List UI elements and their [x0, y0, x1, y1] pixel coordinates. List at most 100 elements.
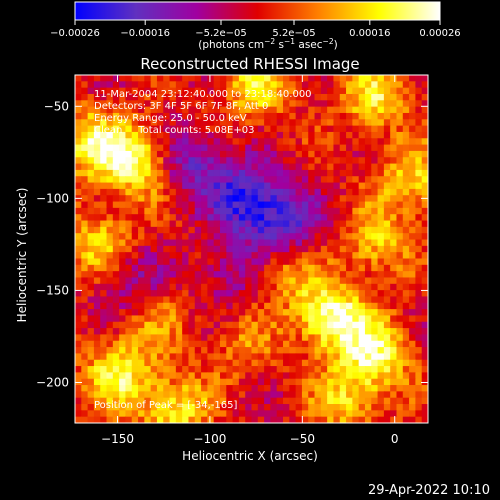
heatmap-cell	[106, 226, 114, 234]
heatmap-cell	[295, 195, 303, 203]
heatmap-cell	[163, 207, 171, 215]
heatmap-cell	[358, 271, 366, 279]
heatmap-cell	[402, 112, 410, 120]
heatmap-cell	[264, 347, 272, 354]
heatmap-cell	[346, 176, 353, 184]
heatmap-cell	[327, 391, 335, 399]
heatmap-cell	[371, 106, 379, 114]
heatmap-cell	[81, 150, 89, 158]
heatmap-cell	[402, 315, 410, 323]
heatmap-cell	[144, 239, 152, 247]
heatmap-cell	[182, 207, 190, 215]
heatmap-cell	[415, 277, 423, 285]
heatmap-cell	[301, 302, 309, 310]
heatmap-cell	[169, 340, 177, 348]
heatmap-cell	[219, 347, 227, 354]
heatmap-cell	[402, 176, 410, 184]
heatmap-cell	[119, 290, 127, 298]
heatmap-cell	[257, 283, 265, 291]
heatmap-cell	[232, 391, 240, 399]
heatmap-cell	[131, 277, 139, 285]
heatmap-cell	[201, 353, 208, 361]
heatmap-cell	[119, 245, 127, 253]
heatmap-cell	[213, 328, 221, 336]
heatmap-cell	[125, 385, 133, 392]
heatmap-cell	[226, 245, 234, 253]
heatmap-cell	[333, 296, 341, 304]
heatmap-cell	[390, 252, 398, 260]
heatmap-cell	[156, 182, 164, 190]
heatmap-cell	[276, 340, 284, 348]
heatmap-cell	[270, 195, 278, 203]
heatmap-cell	[270, 334, 278, 342]
heatmap-cell	[415, 131, 423, 139]
heatmap-cell	[245, 302, 253, 310]
heatmap-cell	[390, 328, 398, 336]
heatmap-cell	[106, 106, 114, 114]
heatmap-cell	[409, 302, 416, 310]
heatmap-cell	[169, 239, 177, 247]
heatmap-cell	[207, 131, 215, 139]
heatmap-cell	[125, 93, 133, 101]
heatmap-cell	[276, 391, 284, 399]
heatmap-cell	[232, 169, 240, 177]
heatmap-cell	[245, 81, 253, 89]
heatmap-cell	[119, 195, 127, 203]
heatmap-cell	[301, 252, 309, 260]
heatmap-cell	[87, 347, 95, 354]
heatmap-cell	[112, 163, 120, 171]
heatmap-cell	[301, 271, 309, 279]
heatmap-cell	[163, 328, 171, 336]
heatmap-cell	[156, 277, 164, 285]
heatmap-cell	[169, 315, 177, 323]
heatmap-cell	[131, 150, 139, 158]
heatmap-cell	[283, 233, 290, 241]
heatmap-cell	[352, 264, 360, 272]
heatmap-cell	[182, 226, 190, 234]
heatmap-cell	[245, 226, 253, 234]
heatmap-cell	[138, 233, 145, 241]
heatmap-cell	[295, 404, 303, 411]
heatmap-cell	[257, 271, 265, 279]
heatmap-cell	[276, 378, 284, 386]
heatmap-cell	[87, 359, 95, 367]
heatmap-cell	[314, 233, 322, 241]
heatmap-cell	[409, 296, 416, 304]
heatmap-cell	[232, 131, 240, 139]
heatmap-cell	[112, 359, 120, 367]
heatmap-cell	[276, 220, 284, 228]
heatmap-cell	[125, 75, 133, 82]
heatmap-cell	[138, 106, 145, 114]
heatmap-cell	[314, 271, 322, 279]
heatmap-cell	[131, 340, 139, 348]
heatmap-cell	[421, 163, 428, 171]
heatmap-cell	[169, 207, 177, 215]
heatmap-cell	[201, 239, 208, 247]
heatmap-cell	[270, 416, 278, 423]
heatmap-cell	[383, 169, 391, 177]
heatmap-cell	[421, 321, 428, 329]
heatmap-cell	[308, 328, 316, 336]
heatmap-cell	[421, 87, 428, 95]
heatmap-cell	[125, 347, 133, 354]
heatmap-cell	[283, 271, 290, 279]
heatmap-cell	[339, 359, 347, 367]
heatmap-cell	[270, 397, 278, 405]
heatmap-cell	[377, 207, 385, 215]
heatmap-cell	[100, 258, 108, 266]
heatmap-cell	[125, 296, 133, 304]
heatmap-cell	[352, 81, 360, 89]
heatmap-cell	[301, 404, 309, 411]
heatmap-cell	[106, 233, 114, 241]
heatmap-cell	[232, 176, 240, 184]
heatmap-cell	[194, 207, 202, 215]
heatmap-cell	[188, 188, 196, 196]
heatmap-cell	[232, 397, 240, 405]
heatmap-cell	[339, 214, 347, 222]
heatmap-cell	[213, 176, 221, 184]
heatmap-cell	[182, 75, 190, 82]
heatmap-cell	[352, 391, 360, 399]
heatmap-cell	[87, 119, 95, 127]
heatmap-cell	[207, 378, 215, 386]
heatmap-cell	[308, 404, 316, 411]
